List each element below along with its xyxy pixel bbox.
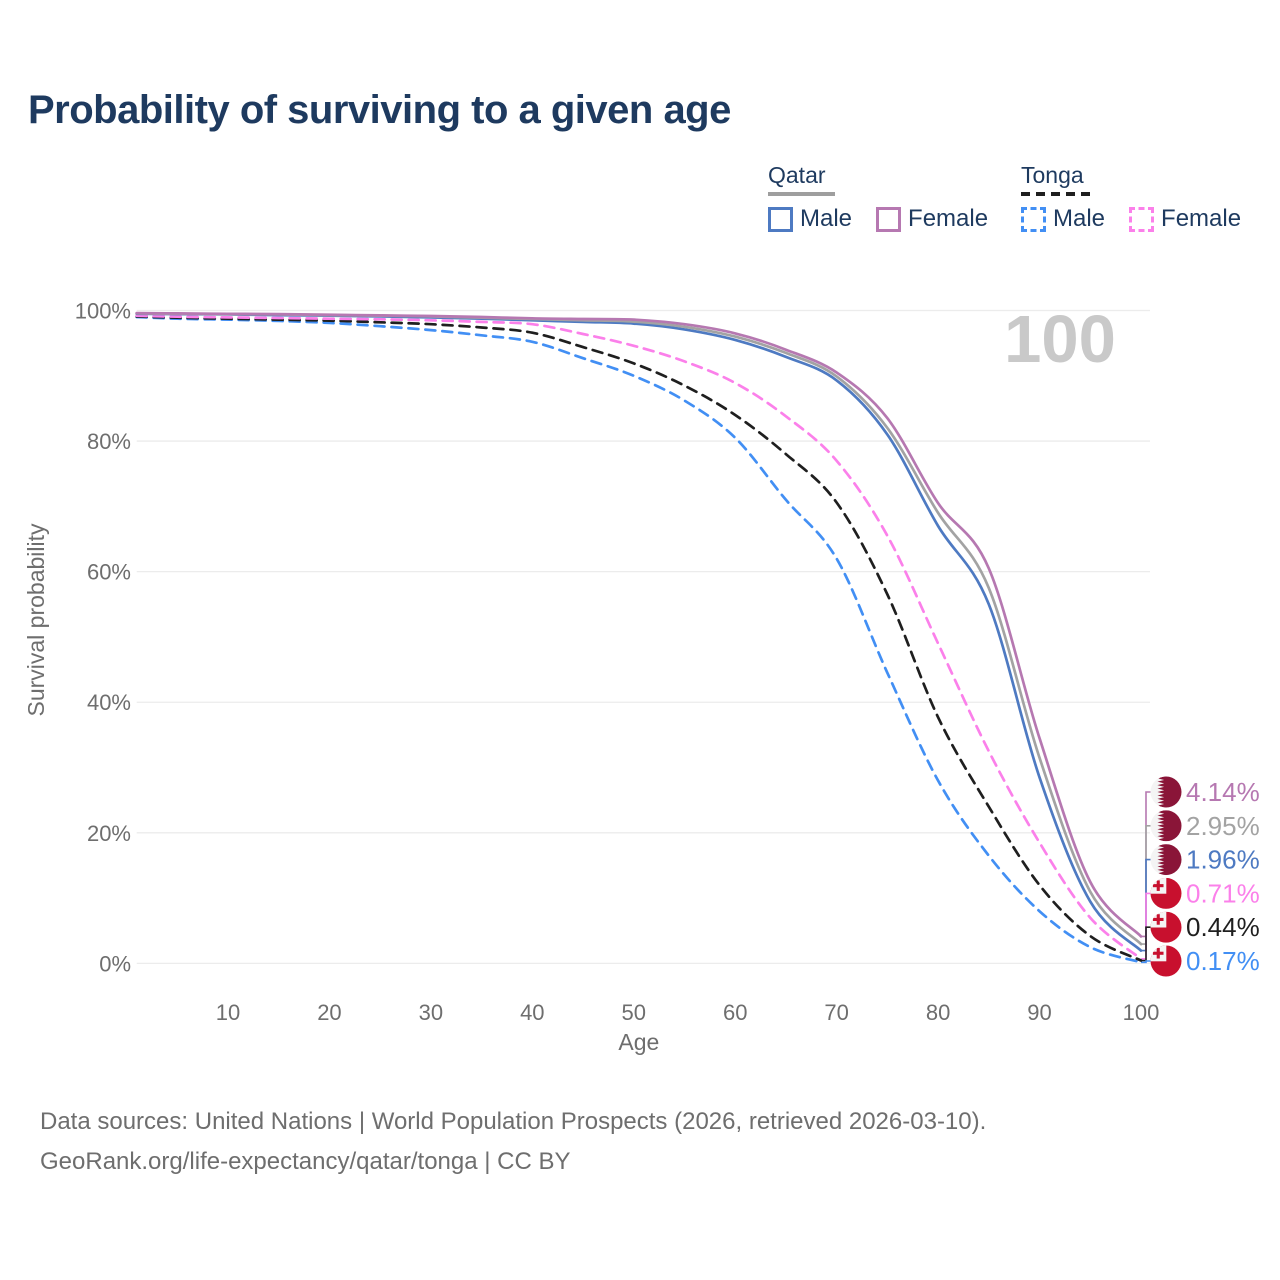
legend-group-title-qatar: Qatar (768, 162, 826, 188)
x-axis-tick-label: 90 (1027, 1000, 1051, 1025)
curve-tonga-female[interactable] (135, 314, 1143, 961)
end-labels: 4.14% 2.95% 1.96%0.71% 0.44% 0.17% (1150, 776, 1260, 977)
curve-tonga-male[interactable] (135, 315, 1143, 964)
end-label-leader-line (1140, 926, 1151, 962)
end-label-leader-line (1140, 892, 1151, 960)
x-axis-tick-label: 100 (1123, 1000, 1160, 1025)
qatar-flag-icon (1150, 776, 1182, 808)
footer-link[interactable]: GeoRank.org/life-expectancy/qatar/tonga … (40, 1148, 571, 1175)
tonga-flag-icon (1150, 877, 1182, 909)
y-axis-tick-label: 40% (87, 690, 131, 715)
tonga-male-label[interactable]: Male (1053, 205, 1106, 232)
tonga-flag-icon (1150, 911, 1182, 943)
legend: Qatar Male Female Tonga Male Female (0, 162, 1280, 252)
tonga-female-label[interactable]: Female (1161, 205, 1242, 232)
end-label-qatar-male: 1.96% (1186, 845, 1260, 875)
x-axis-tick-label: 20 (317, 1000, 341, 1025)
end-label-tonga-male: 0.17% (1186, 946, 1260, 976)
y-axis-title: Survival probability (23, 523, 49, 717)
y-axis-tick-label: 100% (75, 299, 131, 324)
end-label-tonga: 0.44% (1186, 912, 1260, 942)
tonga-dashed-line-swatch (1021, 192, 1093, 196)
x-axis-title: Age (618, 1029, 659, 1055)
footer-data-sources: Data sources: United Nations | World Pop… (40, 1108, 987, 1135)
end-label-leader-line (1140, 960, 1151, 964)
qatar-flag-icon (1150, 810, 1182, 842)
end-label-tonga-female: 0.71% (1186, 878, 1260, 908)
x-axis-tick-label: 60 (723, 1000, 747, 1025)
end-label-qatar: 2.95% (1186, 811, 1260, 841)
qatar-male-label[interactable]: Male (800, 205, 853, 232)
x-axis-tick-label: 30 (419, 1000, 443, 1025)
legend-group-title-tonga: Tonga (1021, 162, 1084, 188)
y-axis-tick-label: 80% (87, 429, 131, 454)
x-axis-tick-label: 40 (520, 1000, 544, 1025)
qatar-solid-line-swatch (768, 192, 835, 196)
leader-lines (1140, 791, 1151, 964)
tonga-male-checkbox[interactable] (1021, 206, 1046, 232)
age-watermark: 100 (1004, 302, 1116, 377)
curve-qatar[interactable] (135, 312, 1143, 946)
x-axis-tick-label: 10 (216, 1000, 240, 1025)
survival-curves (135, 311, 1143, 964)
y-axis-tick-label: 60% (87, 560, 131, 585)
x-axis-tick-label: 80 (926, 1000, 950, 1025)
qatar-female-label[interactable]: Female (908, 205, 989, 232)
tonga-female-checkbox[interactable] (1129, 206, 1155, 232)
qatar-male-checkbox[interactable] (768, 206, 793, 232)
x-axis-tick-label: 70 (824, 1000, 848, 1025)
page-title: Probability of surviving to a given age (28, 88, 731, 132)
curve-qatar-female[interactable] (135, 311, 1143, 938)
end-label-qatar-female: 4.14% (1186, 777, 1260, 807)
y-axis-tick-label: 20% (87, 821, 131, 846)
qatar-female-checkbox[interactable] (876, 206, 902, 232)
curve-tonga[interactable] (135, 315, 1143, 962)
footer: Data sources: United Nations | World Pop… (40, 1102, 986, 1182)
legend-group-qatar: Qatar Male Female (768, 162, 988, 232)
y-axis-tick-label: 0% (99, 951, 131, 976)
curve-qatar-male[interactable] (135, 312, 1143, 952)
tonga-flag-icon (1150, 945, 1182, 977)
x-axis-tick-label: 50 (622, 1000, 646, 1025)
qatar-flag-icon (1150, 844, 1182, 876)
legend-group-tonga: Tonga Male Female (1021, 162, 1241, 232)
axis-tick-labels: 0% 20% 40% 60% 80% 100% 10 20 30 40 50 60 70 80 90 100 (75, 299, 1160, 1026)
